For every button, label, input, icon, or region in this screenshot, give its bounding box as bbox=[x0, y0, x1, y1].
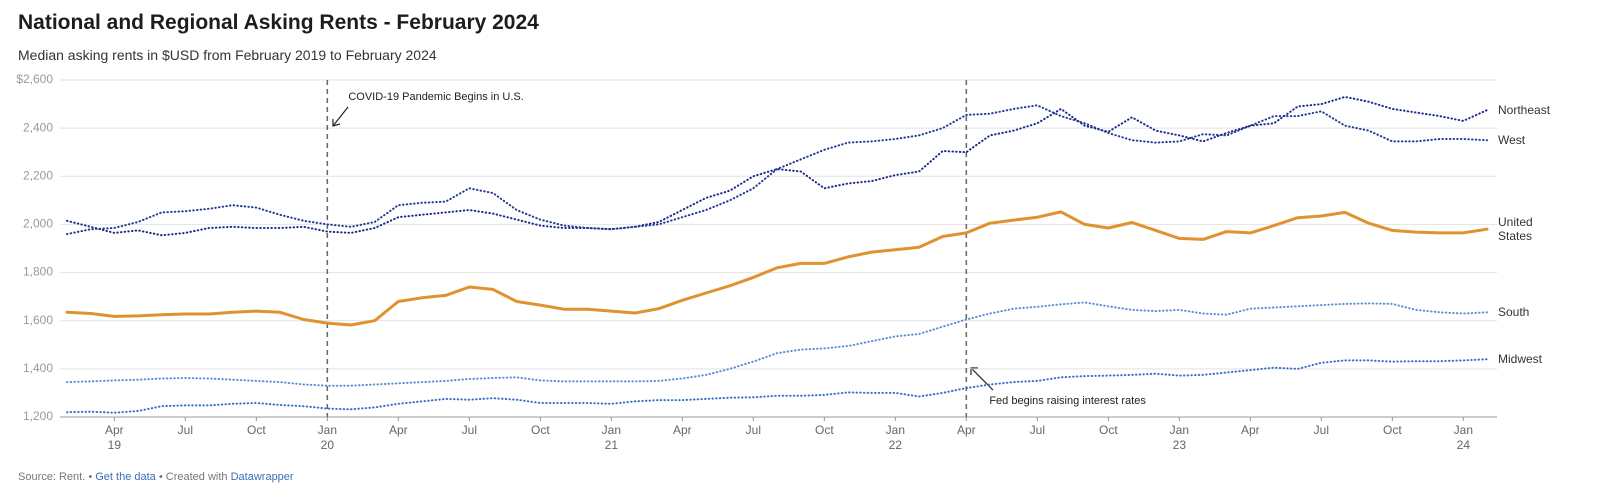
series-label: West bbox=[1498, 133, 1526, 148]
x-tick-year: 23 bbox=[1173, 438, 1187, 452]
chart-subtitle: Median asking rents in $USD from Februar… bbox=[18, 47, 437, 63]
x-tick-label: Jul bbox=[1314, 423, 1329, 437]
x-tick-year: 20 bbox=[321, 438, 335, 452]
separator: • bbox=[88, 471, 93, 483]
chart-title: National and Regional Asking Rents - Feb… bbox=[18, 11, 539, 34]
series-line bbox=[65, 210, 1489, 327]
x-tick-label: Jul bbox=[178, 423, 193, 437]
x-tick-label: Jan bbox=[602, 423, 621, 437]
x-tick-label: Oct bbox=[531, 423, 550, 437]
x-tick-label: Jul bbox=[1030, 423, 1045, 437]
series-label: South bbox=[1498, 305, 1530, 320]
annotation-arrow bbox=[332, 106, 349, 127]
y-tick-label: 1,400 bbox=[23, 361, 53, 375]
series-line bbox=[66, 104, 1488, 236]
footer: Source: Rent. • Get the data • Created w… bbox=[18, 471, 294, 483]
data-link[interactable]: Get the data bbox=[95, 471, 156, 483]
annotation-arrow bbox=[970, 367, 994, 391]
x-tick-label: Jan bbox=[886, 423, 905, 437]
x-tick-year: 22 bbox=[889, 438, 903, 452]
y-tick-label: 1,200 bbox=[23, 409, 53, 423]
x-tick-label: Apr bbox=[389, 423, 408, 437]
x-tick-year: 24 bbox=[1457, 438, 1471, 452]
separator: • bbox=[158, 471, 163, 483]
y-tick-label: 2,400 bbox=[23, 120, 53, 134]
series-label: Northeast bbox=[1498, 103, 1551, 118]
series-line bbox=[66, 95, 1488, 237]
annotation-text: COVID-19 Pandemic Begins in U.S. bbox=[348, 91, 523, 103]
y-tick-label: 2,200 bbox=[23, 168, 53, 182]
annotation-arrowhead bbox=[332, 119, 341, 127]
x-tick-label: Jan bbox=[1454, 423, 1473, 437]
y-tick-label: $2,600 bbox=[16, 72, 53, 86]
x-tick-label: Jan bbox=[318, 423, 337, 437]
credit: Created with bbox=[165, 471, 228, 483]
x-tick-label: Jul bbox=[462, 423, 477, 437]
source: Source: Rent. bbox=[18, 471, 86, 483]
x-tick-year: 21 bbox=[605, 438, 619, 452]
annotation-arrowhead bbox=[970, 367, 978, 375]
x-tick-label: Apr bbox=[1241, 423, 1260, 437]
x-tick-label: Jul bbox=[746, 423, 761, 437]
tool-link[interactable]: Datawrapper bbox=[230, 471, 294, 483]
x-tick-label: Oct bbox=[1099, 423, 1118, 437]
x-tick-label: Apr bbox=[957, 423, 976, 437]
x-tick-year: 19 bbox=[108, 438, 122, 452]
series-line bbox=[66, 358, 1488, 414]
series-line bbox=[66, 301, 1488, 387]
y-tick-label: 2,000 bbox=[23, 217, 53, 231]
x-tick-label: Jan bbox=[1170, 423, 1189, 437]
series-label: United States bbox=[1498, 215, 1533, 244]
y-tick-label: 1,600 bbox=[23, 313, 53, 327]
x-tick-label: Oct bbox=[247, 423, 266, 437]
series-label: Midwest bbox=[1498, 352, 1543, 367]
x-tick-label: Apr bbox=[673, 423, 692, 437]
x-tick-label: Oct bbox=[815, 423, 834, 437]
x-tick-label: Apr bbox=[105, 423, 124, 437]
annotation-text: Fed begins raising interest rates bbox=[989, 395, 1146, 407]
x-tick-label: Oct bbox=[1383, 423, 1402, 437]
y-tick-label: 1,800 bbox=[23, 265, 53, 279]
